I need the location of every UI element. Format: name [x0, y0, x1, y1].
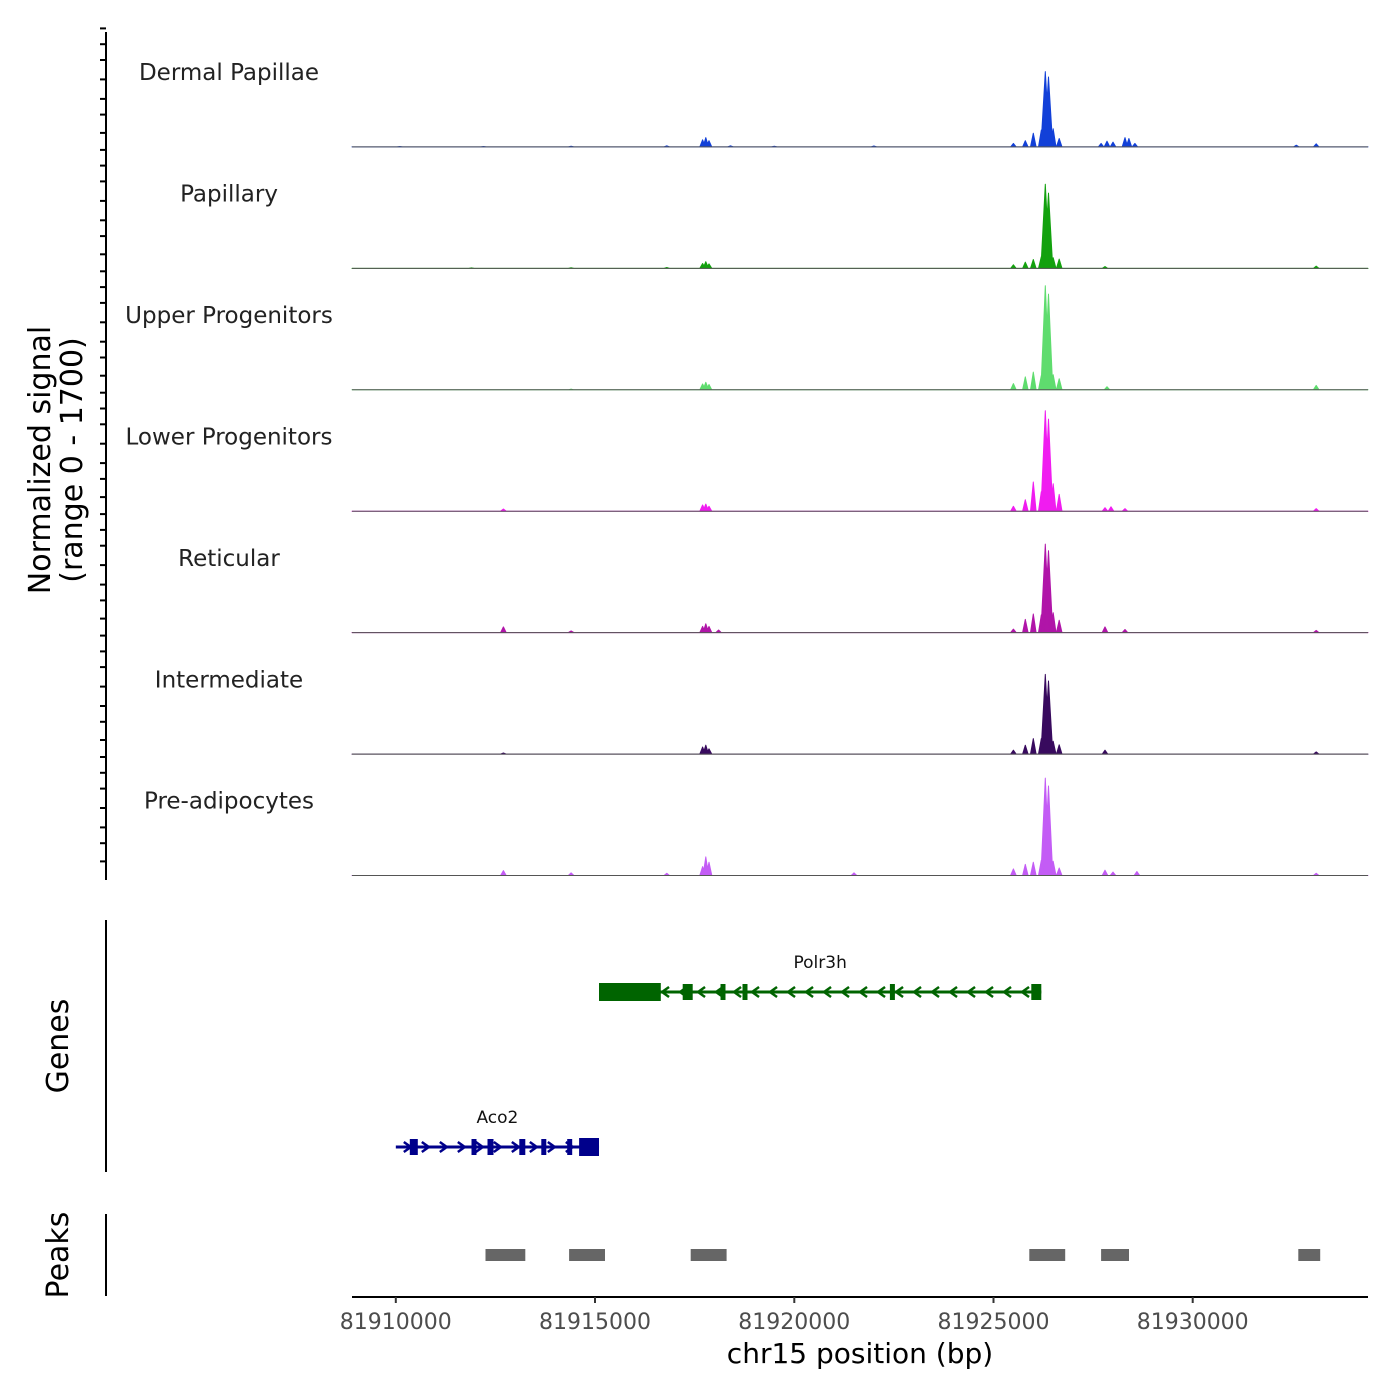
x-tick-label: 81910000 — [340, 1310, 452, 1335]
gene-label: Polr3h — [794, 953, 847, 973]
gene-annotation-track: Polr3h Aco2 — [395, 953, 1042, 1156]
strand-chevron — [695, 985, 706, 999]
strand-chevron — [457, 1140, 467, 1154]
strand-chevron — [821, 985, 832, 999]
strand-chevron — [493, 1140, 503, 1154]
track-label: Dermal Papillae — [139, 60, 319, 86]
gene-exon — [682, 984, 693, 1000]
gene-polr3h: Polr3h — [599, 953, 1042, 1001]
strand-chevron — [875, 985, 886, 999]
peak-bar — [1029, 1249, 1066, 1261]
track-papillary: Papillary — [180, 182, 1369, 269]
track-reticular: Reticular — [178, 543, 1369, 634]
strand-chevron — [421, 1140, 431, 1154]
strand-chevron — [857, 985, 868, 999]
coverage-area — [351, 183, 1369, 269]
x-axis-title: chr15 position (bp) — [727, 1337, 993, 1370]
peaks-panel-label: Peaks — [41, 1212, 76, 1299]
gene-label: Aco2 — [476, 1108, 518, 1128]
track-label: Papillary — [180, 182, 278, 208]
strand-chevron — [547, 1140, 557, 1154]
y-axis-title-line-1: Normalized signal — [23, 326, 58, 594]
gene-aco2: Aco2 — [395, 1108, 600, 1156]
gene-exon — [579, 1138, 599, 1156]
strand-chevron — [1001, 985, 1012, 999]
track-dermal-papillae: Dermal Papillae — [139, 60, 1369, 148]
peak-bar — [1101, 1249, 1129, 1261]
x-tick-label: 81915000 — [539, 1310, 651, 1335]
peaks-track — [485, 1249, 1321, 1261]
peak-bar — [1298, 1249, 1321, 1261]
coverage-y-axis — [100, 27, 107, 880]
peak-bar — [690, 1249, 727, 1261]
strand-chevron — [983, 985, 994, 999]
gene-exon — [1031, 984, 1042, 1000]
track-pre-adipocytes: Pre-adipocytes — [144, 777, 1369, 876]
x-tick-label: 81920000 — [738, 1310, 850, 1335]
coverage-area — [351, 285, 1369, 391]
y-axis-title: Normalized signal (range 0 - 1700) — [23, 326, 90, 594]
coverage-area — [351, 71, 1369, 148]
strand-chevron — [475, 1140, 485, 1154]
strand-chevron — [731, 985, 742, 999]
peak-bar — [569, 1249, 605, 1261]
track-label: Upper Progenitors — [125, 303, 333, 329]
strand-chevron — [529, 1140, 539, 1154]
gene-exon — [487, 1139, 494, 1155]
gene-exon — [519, 1139, 526, 1155]
gene-exon — [471, 1139, 477, 1155]
strand-chevron — [929, 985, 940, 999]
gene-exon — [541, 1139, 547, 1155]
gene-exon — [409, 1139, 418, 1155]
track-upper-progenitors: Upper Progenitors — [125, 285, 1369, 391]
genes-panel-label: Genes — [41, 999, 76, 1094]
strand-chevron — [839, 985, 850, 999]
track-lower-progenitors: Lower Progenitors — [126, 410, 1369, 512]
track-label: Pre-adipocytes — [144, 789, 314, 815]
gene-exon — [742, 984, 748, 1000]
strand-chevron — [749, 985, 760, 999]
track-label: Reticular — [178, 546, 280, 572]
track-intermediate: Intermediate — [155, 667, 1369, 755]
strand-chevron — [1019, 985, 1030, 999]
gene-exon — [567, 1139, 573, 1155]
strand-chevron — [893, 985, 904, 999]
coverage-tracks: Dermal Papillae Papillary Upper Progenitor… — [125, 60, 1369, 876]
strand-chevron — [803, 985, 814, 999]
peak-bar — [485, 1249, 526, 1261]
y-axis-title-line-2: (range 0 - 1700) — [55, 337, 90, 583]
strand-chevron — [767, 985, 778, 999]
strand-chevron — [911, 985, 922, 999]
x-tick-label: 81930000 — [1137, 1310, 1249, 1335]
track-label: Intermediate — [155, 667, 303, 693]
gene-exon — [599, 983, 661, 1001]
strand-chevron — [511, 1140, 521, 1154]
coverage-area — [351, 543, 1369, 634]
coverage-area — [351, 410, 1369, 512]
strand-chevron — [947, 985, 958, 999]
x-axis: 81910000 81915000 81920000 81925000 81930000 — [340, 1296, 1368, 1335]
coverage-area — [351, 777, 1369, 876]
strand-chevron — [965, 985, 976, 999]
coverage-area — [351, 673, 1369, 755]
gene-exon — [889, 984, 895, 1000]
gene-exon — [720, 984, 726, 1000]
strand-chevron — [439, 1140, 449, 1154]
track-label: Lower Progenitors — [126, 424, 333, 450]
strand-chevron — [659, 985, 670, 999]
strand-chevron — [785, 985, 796, 999]
x-tick-label: 81925000 — [938, 1310, 1050, 1335]
